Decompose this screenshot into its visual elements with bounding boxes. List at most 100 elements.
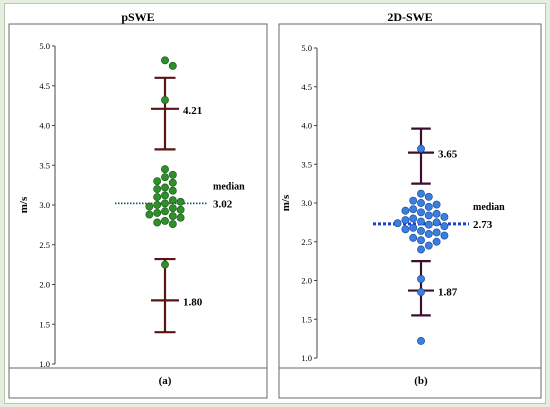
data-point [153, 218, 162, 227]
upper-bar-label: 3.65 [438, 149, 458, 161]
chart-title: 2D-SWE [387, 10, 433, 24]
data-point [168, 212, 177, 221]
median-label: median [473, 202, 505, 213]
data-point [176, 213, 185, 222]
data-point [168, 220, 177, 229]
2dswe-plot: 1.0 1.5 2.0 2.5 3.0 3.5 4.0 4.5 5.0 m/s 3.65 1.87 me… [278, 23, 542, 399]
data-point [424, 230, 433, 238]
y-tick-label: 3.0 [301, 198, 312, 208]
y-axis-label: m/s [280, 194, 292, 211]
data-point [161, 260, 169, 269]
y-tick-label: 5.0 [301, 43, 312, 53]
data-point [424, 211, 433, 220]
data-point [161, 56, 169, 65]
data-point [417, 236, 425, 245]
panel-subtitle: (a) [159, 375, 172, 387]
data-point [153, 193, 162, 201]
y-tick-label: 4.0 [301, 121, 312, 131]
data-point [424, 192, 433, 201]
data-point [440, 212, 449, 221]
y-tick-label: 1.5 [301, 314, 312, 324]
data-point [417, 275, 425, 283]
panel-pswe: pSWE 1.0 1.5 2.0 2.5 3.0 3.5 4.0 4.5 5.0 m/s 4.21 1… [7, 6, 269, 400]
data-point [409, 214, 418, 223]
data-point [153, 185, 162, 194]
data-point [161, 96, 169, 105]
figure: pSWE 1.0 1.5 2.0 2.5 3.0 3.5 4.0 4.5 5.0 m/s 4.21 1… [4, 3, 546, 404]
y-tick-label: 3.5 [301, 159, 312, 169]
data-point [432, 228, 441, 237]
data-point [432, 200, 441, 209]
data-point [176, 205, 185, 214]
data-point [161, 199, 169, 208]
data-point [161, 183, 169, 192]
data-point [401, 225, 410, 234]
y-tick-label: 1.5 [39, 319, 50, 329]
data-point [161, 207, 169, 216]
data-point [161, 191, 169, 200]
data-point [417, 337, 425, 345]
data-point [153, 201, 162, 209]
data-point [168, 204, 177, 213]
y-tick-label: 5.0 [39, 41, 50, 51]
plot-frame [278, 23, 542, 399]
data-point [409, 196, 418, 205]
data-point [417, 217, 425, 226]
data-point [417, 208, 425, 217]
data-point [168, 61, 177, 70]
data-point [417, 199, 425, 207]
data-point [417, 226, 425, 235]
data-point [417, 288, 425, 297]
pswe-plot: 1.0 1.5 2.0 2.5 3.0 3.5 4.0 4.5 5.0 m/s 4.21 1.80 me… [8, 23, 268, 399]
data-point [145, 210, 154, 219]
data-point [161, 165, 169, 174]
y-axis-label: m/s [18, 196, 30, 213]
data-point [409, 205, 418, 214]
data-point [409, 233, 418, 242]
y-tick-label: 3.0 [39, 200, 50, 210]
y-tick-label: 2.5 [301, 237, 312, 247]
lower-bar-label: 1.80 [183, 296, 203, 308]
data-point [432, 218, 441, 227]
data-point [393, 219, 402, 228]
data-point [424, 220, 433, 229]
y-tick-label: 4.0 [39, 121, 50, 131]
data-point [153, 208, 162, 217]
data-point [168, 196, 177, 205]
data-point [401, 216, 410, 224]
data-point [409, 223, 418, 232]
data-point [176, 197, 185, 206]
y-tick-label: 2.5 [39, 240, 50, 250]
data-point [417, 189, 425, 198]
data-point [161, 173, 169, 182]
data-point [440, 222, 449, 231]
plot-frame [8, 23, 268, 399]
data-point [424, 202, 433, 211]
data-point [168, 186, 177, 195]
data-point [145, 202, 154, 211]
y-tick-label: 4.5 [301, 82, 312, 92]
y-tick-label: 2.0 [301, 276, 312, 286]
chart-title: pSWE [121, 10, 155, 24]
data-point [153, 177, 162, 186]
lower-bar-label: 1.87 [438, 287, 458, 299]
median-value-label: 3.02 [213, 198, 233, 210]
data-point [168, 178, 177, 187]
data-point [440, 231, 449, 240]
median-value-label: 2.73 [473, 219, 493, 231]
data-point [401, 206, 410, 215]
data-point [432, 237, 441, 246]
y-tick-label: 2.0 [39, 280, 50, 290]
data-point [161, 216, 169, 225]
data-point [417, 245, 425, 254]
y-tick-label: 1.0 [39, 359, 50, 369]
median-label: median [213, 181, 245, 192]
data-point [417, 144, 425, 153]
y-tick-label: 4.5 [39, 81, 50, 91]
panel-2dswe: 2D-SWE 1.0 1.5 2.0 2.5 3.0 3.5 4.0 4.5 5.0 m/s 3.6… [277, 6, 543, 400]
y-tick-label: 3.5 [39, 160, 50, 170]
data-point [168, 170, 177, 179]
data-point [424, 241, 433, 250]
y-tick-label: 1.0 [301, 353, 312, 363]
panel-subtitle: (b) [414, 375, 428, 387]
